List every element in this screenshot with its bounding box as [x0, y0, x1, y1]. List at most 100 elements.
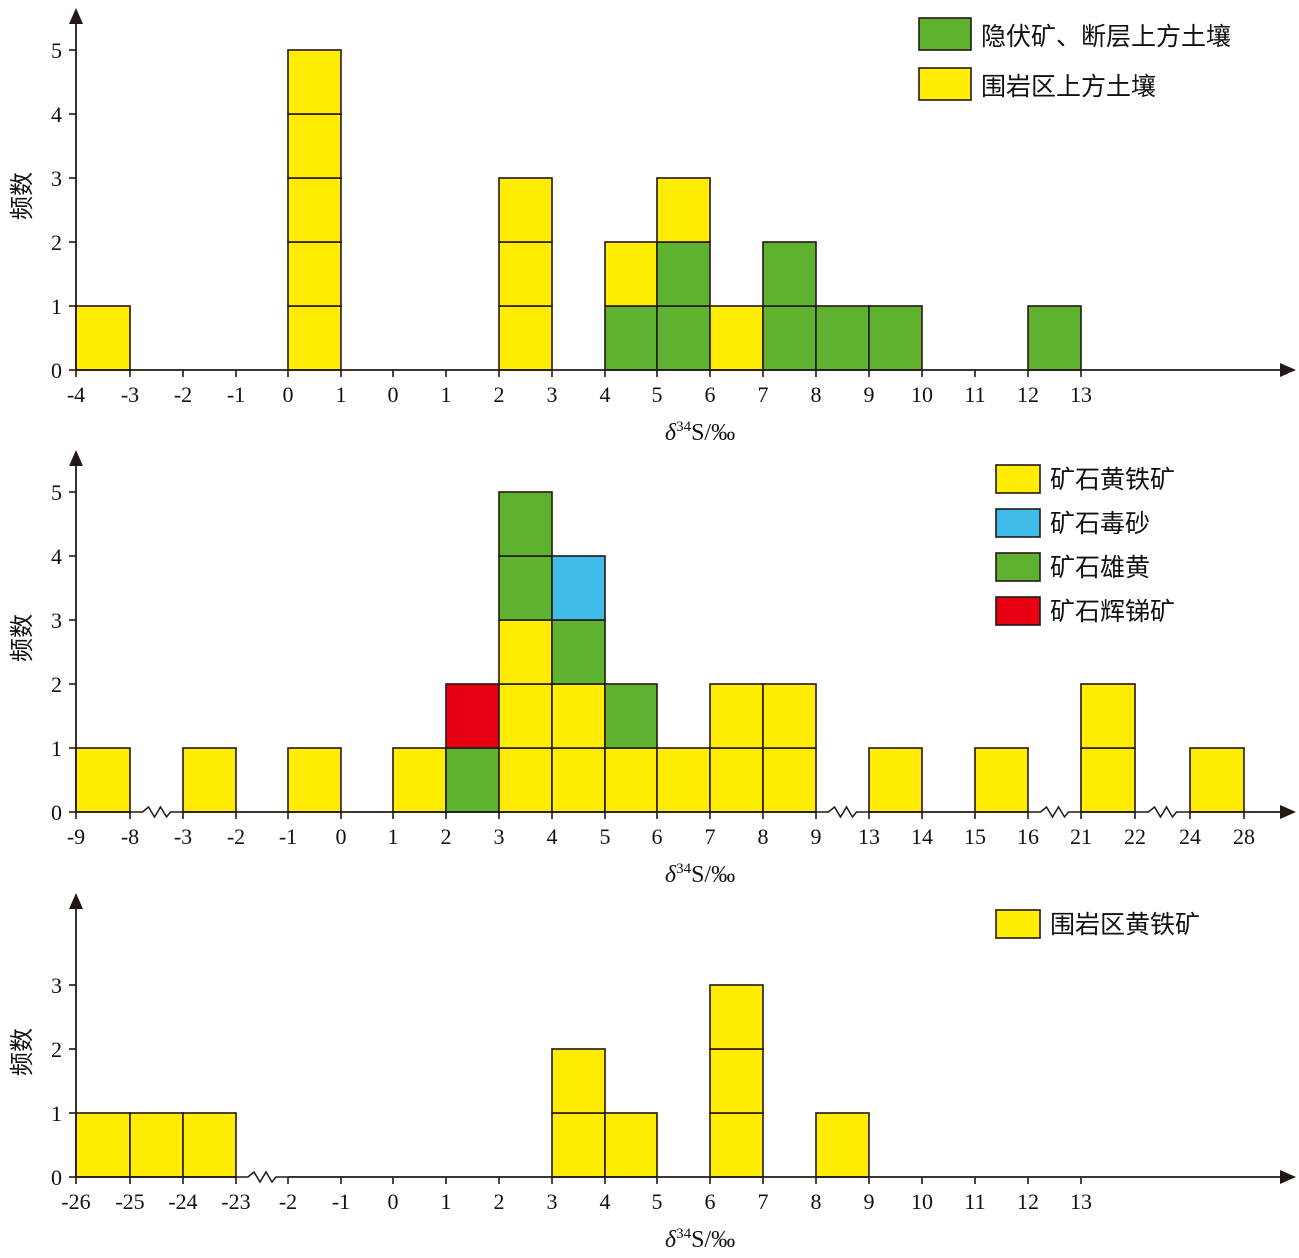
histogram-box: [604, 241, 658, 307]
x-tick-label: 15: [964, 824, 986, 849]
x-tick-label: 13: [858, 824, 880, 849]
y-tick-label: 2: [51, 1037, 62, 1062]
x-tick-label: 6: [652, 824, 663, 849]
axis-break-mark: [816, 805, 869, 819]
legend-label: 隐伏矿、断层上方土壤: [981, 22, 1231, 51]
legend-swatch: [995, 508, 1041, 538]
x-tick-label: 11: [964, 1189, 985, 1214]
y-axis-title: 频数: [8, 172, 36, 220]
histogram-box: [551, 747, 606, 813]
x-tick-label: 10: [911, 382, 933, 407]
x-tick-label: -2: [174, 382, 192, 407]
histogram-box: [498, 619, 553, 685]
histogram-box: [287, 177, 342, 243]
histogram-box: [604, 747, 658, 813]
histogram-panel-2: 0 1 2 3 4 5 -9 -8 -3 -2 -1 0 1 2 3 4 5 6 7 8 9 13 14 15 16 21 22 24…: [8, 450, 1296, 888]
x-tick-label: -26: [61, 1189, 90, 1214]
x-tick-label: 9: [864, 1189, 875, 1214]
histogram-box: [1080, 747, 1136, 813]
histogram-box: [1027, 305, 1082, 371]
legend-swatch: [995, 464, 1041, 494]
y-tick-label: 1: [51, 294, 62, 319]
legend-swatch: [918, 67, 972, 101]
x-tick-label: 4: [547, 824, 558, 849]
x-tick-label: 1: [336, 382, 347, 407]
histogram-box: [762, 683, 817, 749]
y-tick-label: 0: [51, 1165, 62, 1190]
axis-break-mark: [1135, 805, 1190, 819]
x-tick-label: 2: [494, 382, 505, 407]
x-tick-label: 8: [811, 382, 822, 407]
histogram-box: [868, 305, 923, 371]
y-tick-label: 1: [51, 736, 62, 761]
x-axis-arrow: [1280, 363, 1296, 377]
x-axis-title: δ34S/‰: [665, 419, 735, 446]
x-tick-label: 0: [388, 382, 399, 407]
axis-break-mark: [130, 805, 183, 819]
y-tick-label: 3: [51, 166, 62, 191]
x-tick-label: 9: [811, 824, 822, 849]
x-tick-label: -1: [279, 824, 297, 849]
histogram-box: [656, 241, 711, 307]
histogram-box: [551, 1048, 606, 1114]
x-tick-label: 0: [336, 824, 347, 849]
x-tick-label: 16: [1017, 824, 1039, 849]
x-tick-label: 6: [705, 382, 716, 407]
histogram-box: [551, 619, 606, 685]
histogram-box: [709, 683, 764, 749]
x-tick-label: 7: [758, 1189, 769, 1214]
x-tick-label: 14: [911, 824, 933, 849]
histogram-box: [551, 1112, 606, 1178]
y-tick-label: 4: [51, 102, 62, 127]
x-tick-label: 12: [1017, 1189, 1039, 1214]
y-tick-label: 1: [51, 1101, 62, 1126]
x-axis-arrow: [1280, 805, 1296, 819]
y-tick-label: 0: [51, 358, 62, 383]
x-tick-label: 1: [441, 1189, 452, 1214]
x-tick-label: 12: [1017, 382, 1039, 407]
x-tick-label: 6: [705, 1189, 716, 1214]
histogram-box: [762, 305, 817, 371]
histogram-box: [551, 555, 606, 621]
histogram-box: [287, 241, 342, 307]
x-tick-label: 11: [964, 382, 985, 407]
y-axis-title: 频数: [8, 614, 36, 662]
histogram-box: [287, 113, 342, 179]
histogram-box: [1080, 683, 1136, 749]
y-tick-label: 2: [51, 672, 62, 697]
legend-swatch: [918, 17, 972, 51]
histogram-box: [392, 747, 447, 813]
histogram-box: [498, 241, 553, 307]
histogram-box: [551, 683, 606, 749]
x-tick-label: 4: [600, 1189, 611, 1214]
x-tick-label: 24: [1179, 824, 1201, 849]
histogram-box: [498, 305, 553, 371]
histogram-box: [498, 491, 553, 557]
histogram-box: [287, 747, 342, 813]
histogram-box: [182, 1112, 237, 1178]
x-tick-label: 3: [547, 1189, 558, 1214]
x-tick-label: -25: [115, 1189, 144, 1214]
x-tick-label: 7: [705, 824, 716, 849]
histogram-box: [287, 49, 342, 115]
histogram-box: [604, 683, 658, 749]
histogram-box: [445, 747, 500, 813]
histogram-box: [1189, 747, 1245, 813]
x-tick-label: 4: [600, 382, 611, 407]
histogram-box: [709, 984, 764, 1050]
histogram-box: [815, 305, 870, 371]
x-tick-label: 3: [547, 382, 558, 407]
x-tick-label: 8: [811, 1189, 822, 1214]
histogram-box: [974, 747, 1029, 813]
histogram-box: [75, 305, 131, 371]
x-tick-label: 0: [388, 1189, 399, 1214]
histogram-box: [604, 305, 658, 371]
legend-swatch: [995, 552, 1041, 582]
histogram-box: [498, 555, 553, 621]
histogram-box: [656, 747, 711, 813]
x-tick-label: -2: [279, 1189, 297, 1214]
x-tick-label: 13: [1070, 1189, 1092, 1214]
